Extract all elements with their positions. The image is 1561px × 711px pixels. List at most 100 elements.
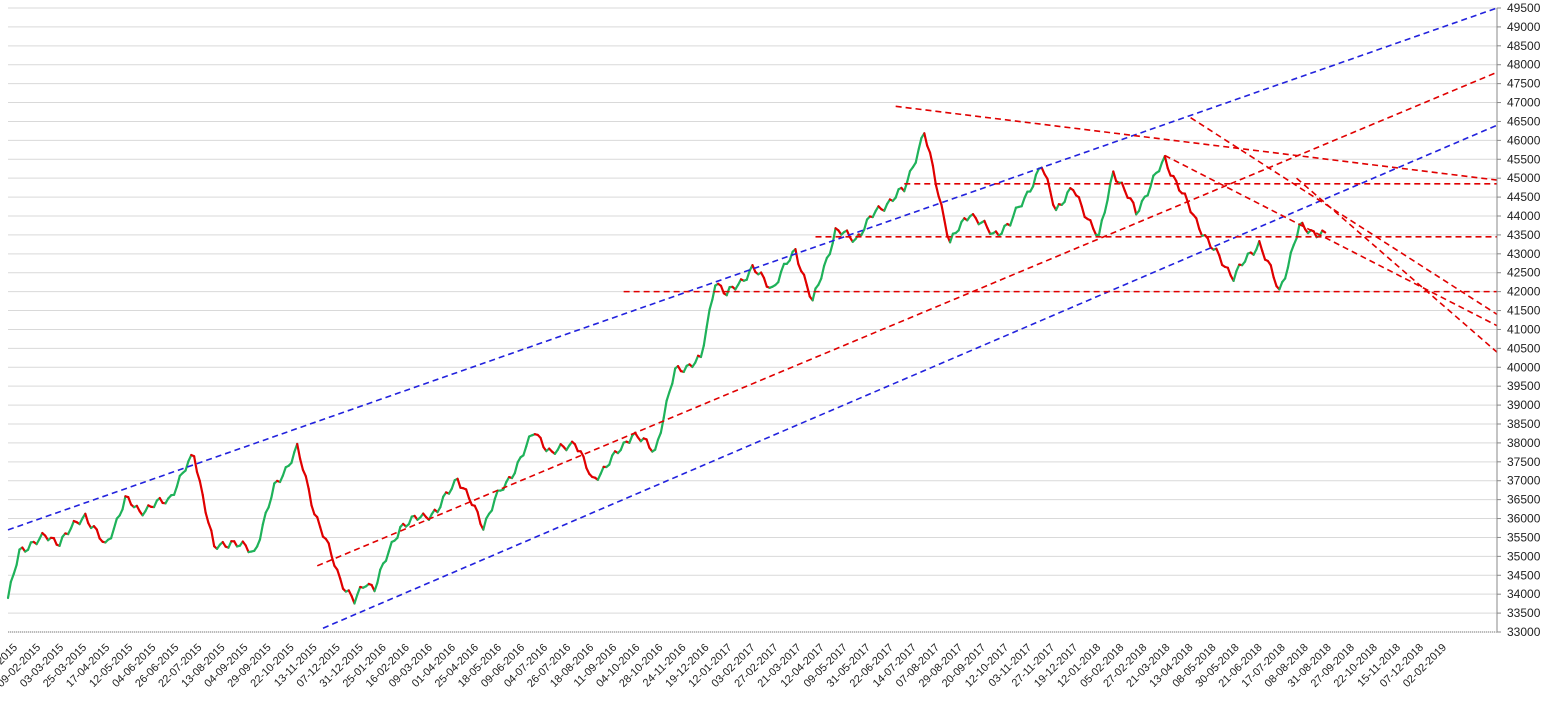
- price-segment-up: [711, 284, 717, 301]
- y-tick-label: 33500: [1507, 606, 1541, 620]
- y-tick-label: 43500: [1507, 228, 1541, 242]
- price-segment-up: [811, 287, 817, 302]
- price-segment-up: [26, 541, 33, 551]
- price-segment-down: [1049, 190, 1055, 206]
- price-segment-up: [373, 581, 379, 593]
- price-segment-down: [1226, 266, 1232, 277]
- price-segment-down: [465, 488, 471, 500]
- price-segment-down: [797, 262, 803, 273]
- price-segment-up: [1146, 185, 1152, 197]
- price-segment-up: [863, 218, 869, 231]
- price-segment-up: [281, 466, 287, 477]
- price-segment-down: [1269, 264, 1275, 279]
- price-segment-up: [1011, 206, 1018, 219]
- price-segment-up: [745, 269, 751, 281]
- price-segment-up: [15, 548, 21, 567]
- price-segment-up: [525, 435, 531, 448]
- x-axis: -201509-02-201503-03-201525-03-201517-04…: [0, 631, 1497, 690]
- y-tick-label: 46000: [1507, 133, 1541, 147]
- price-segment-up: [187, 453, 193, 463]
- price-segment-up: [1278, 280, 1284, 291]
- price-segment-down: [330, 554, 336, 567]
- price-segment-up: [788, 250, 794, 262]
- price-segment-down: [95, 528, 101, 540]
- y-tick-label: 48500: [1507, 39, 1541, 53]
- y-tick-label: 45000: [1507, 171, 1541, 185]
- y-tick-label: 49000: [1507, 20, 1541, 34]
- price-segment-up: [407, 515, 413, 526]
- price-segment-up: [261, 511, 267, 526]
- y-tick-label: 46500: [1507, 114, 1541, 128]
- y-tick-label: 39500: [1507, 379, 1541, 393]
- price-segment-up: [1023, 190, 1029, 200]
- price-segment-down: [301, 468, 307, 478]
- price-segment-down: [193, 455, 199, 474]
- price-segment-up: [109, 527, 116, 540]
- trendline-channel-lower: [322, 124, 1498, 629]
- price-segment-up: [619, 441, 625, 452]
- price-segment-up: [705, 308, 711, 329]
- price-segment-down: [931, 164, 937, 186]
- y-tick-label: 47000: [1507, 96, 1541, 110]
- price-segment-up: [1292, 237, 1298, 247]
- price-segment-down: [456, 477, 462, 489]
- price-segment-up: [662, 399, 668, 419]
- price-segment-down: [207, 521, 213, 532]
- price-segment-down: [1112, 170, 1118, 183]
- trendline-channel-falling-b: [1190, 116, 1498, 316]
- price-segment-down: [937, 195, 943, 206]
- price-segment-up: [777, 270, 783, 284]
- price-segment-down: [52, 537, 58, 546]
- price-segment-up: [12, 563, 18, 576]
- price-segment-up: [396, 525, 402, 539]
- price-segment-up: [1106, 181, 1112, 202]
- price-segment-up: [1232, 269, 1238, 282]
- trendline-channel-upper: [7, 7, 1498, 531]
- y-tick-label: 38500: [1507, 417, 1541, 431]
- price-segment-down: [645, 438, 651, 449]
- price-segment-up: [668, 382, 674, 393]
- price-segment-up: [1284, 266, 1290, 280]
- price-segment-up: [1137, 200, 1144, 212]
- price-segment-up: [121, 495, 127, 511]
- price-segment-down: [127, 496, 133, 506]
- price-segment-down: [476, 510, 482, 526]
- price-segment-up: [948, 232, 955, 244]
- price-segment-down: [1215, 247, 1221, 257]
- price-segment-down: [1092, 227, 1098, 237]
- y-tick-label: 44500: [1507, 190, 1541, 204]
- price-segment-down: [307, 487, 313, 507]
- price-segment-down: [928, 151, 934, 167]
- price-segment-down: [1186, 200, 1192, 214]
- price-segment-up: [227, 540, 233, 549]
- price-segment-up: [384, 550, 390, 562]
- price-segment-up: [522, 445, 528, 457]
- price-segment-up: [628, 434, 634, 444]
- price-segment-up: [482, 517, 488, 531]
- price-segment-up: [665, 390, 671, 402]
- price-segment-down: [539, 436, 545, 449]
- price-segment-down: [296, 442, 302, 460]
- price-segment-down: [339, 577, 345, 590]
- price-segment-up: [828, 242, 834, 256]
- y-tick-label: 38000: [1507, 436, 1541, 450]
- price-segment-up: [906, 169, 912, 184]
- price-segment-down: [210, 529, 216, 548]
- price-segment-up: [914, 148, 920, 164]
- price-segment-up: [439, 495, 445, 509]
- price-segment-down: [1163, 155, 1169, 170]
- trendline-resistance-falling: [895, 105, 1498, 181]
- price-segment-down: [794, 248, 800, 266]
- price-segment-down: [582, 455, 588, 470]
- y-tick-label: 49500: [1507, 1, 1541, 15]
- price-segment-down: [1120, 181, 1126, 192]
- y-tick-label: 36000: [1507, 512, 1541, 526]
- y-tick-label: 42500: [1507, 266, 1541, 280]
- y-tick-label: 35500: [1507, 530, 1541, 544]
- price-segment-up: [780, 262, 786, 273]
- y-tick-label: 36500: [1507, 493, 1541, 507]
- y-tick-label: 48000: [1507, 58, 1541, 72]
- price-segment-down: [319, 525, 325, 538]
- price-segment-up: [822, 256, 829, 268]
